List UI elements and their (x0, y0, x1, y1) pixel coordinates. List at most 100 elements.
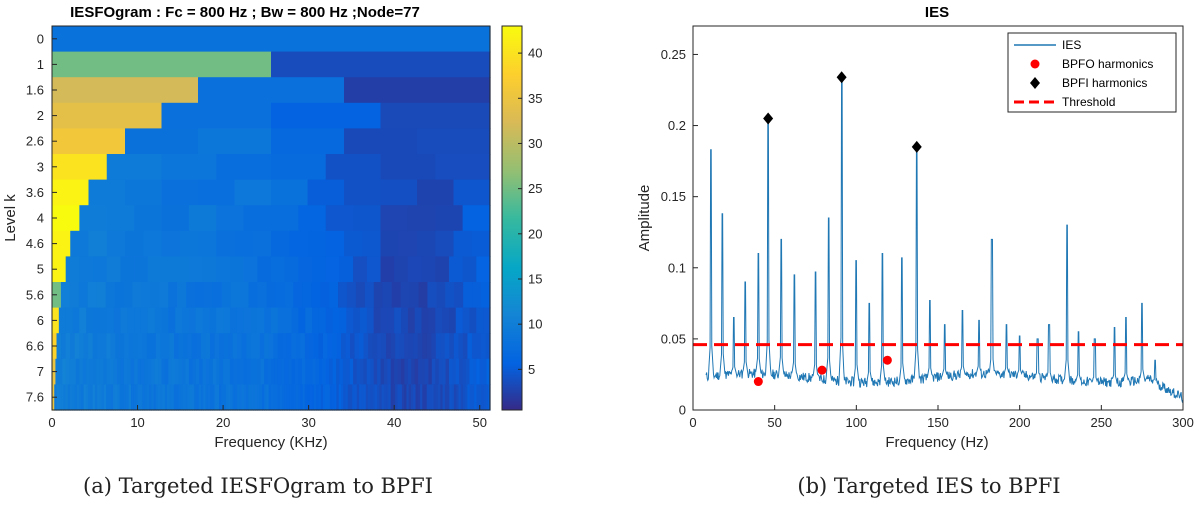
heatmap-cell (264, 358, 269, 385)
heatmap-cell (120, 307, 128, 334)
heatmap-cell (480, 333, 487, 360)
heatmap-cell (406, 384, 410, 411)
heatmap-cell (99, 384, 103, 411)
heatmap-cell (343, 384, 347, 411)
heatmap-cell (144, 384, 148, 411)
heatmap-cell (221, 384, 225, 411)
heatmap-cell (410, 384, 414, 411)
heatmap-cells (52, 26, 491, 411)
heatmap-cell (436, 282, 446, 309)
heatmap-cell (271, 179, 309, 206)
heatmap-cell (345, 333, 351, 360)
heatmap-cell (395, 384, 399, 411)
heatmap-cell (191, 384, 195, 411)
heatmap-cell (417, 128, 491, 155)
heatmap-cell (465, 384, 469, 411)
heatmap-cell (52, 179, 90, 206)
heatmap-cell (189, 384, 193, 411)
heatmap-cell (479, 358, 484, 385)
heatmap-cell (257, 358, 262, 385)
heatmap-cell (476, 256, 491, 283)
heatmap-cell (336, 358, 341, 385)
heatmap-cell (78, 282, 89, 309)
heatmap-cell (210, 333, 216, 360)
heatmap-cell (237, 384, 240, 411)
heatmap-cell (311, 384, 315, 411)
heatmap-cell (52, 256, 67, 283)
heatmap-cell (354, 384, 358, 411)
heatmap-cell (417, 333, 423, 360)
heatmap-cell (338, 384, 342, 411)
heatmap-cell (187, 384, 191, 411)
heatmap-cell (275, 384, 279, 411)
bpfi-markers (763, 71, 922, 153)
heatmap-cell (356, 384, 360, 411)
heatmap-cell (421, 358, 426, 385)
heatmap-cell (462, 333, 469, 360)
heatmap-cell (431, 333, 437, 360)
heatmap-cell (106, 256, 122, 283)
heatmap-cell (329, 358, 334, 385)
heatmap-cell (282, 384, 286, 411)
heatmap-y-tick-label: 2 (37, 108, 44, 123)
heatmap-cell (308, 358, 313, 385)
heatmap-cell (305, 307, 313, 334)
heatmap-cell (453, 384, 457, 411)
heatmap-cell (119, 384, 123, 411)
heatmap-cell (106, 333, 112, 360)
heatmap-cell (128, 384, 132, 411)
heatmap-cell (74, 333, 80, 360)
heatmap-cell (161, 256, 176, 283)
heatmap-cell (161, 307, 169, 334)
heatmap-cell (255, 384, 259, 411)
heatmap-cell (476, 384, 480, 411)
heatmap-cell (372, 333, 378, 360)
heatmap-cell (462, 256, 477, 283)
heatmap-cell (346, 358, 351, 385)
heatmap-cell (422, 384, 426, 411)
heatmap-cell (127, 358, 132, 385)
heatmap-cell (178, 384, 182, 411)
heatmap-cell (474, 384, 478, 411)
heatmap-cell (380, 154, 436, 181)
heatmap-cell (448, 256, 464, 283)
heatmap-cell (135, 384, 139, 411)
heatmap-cell (234, 384, 238, 411)
heatmap-cell (56, 333, 62, 360)
heatmap-cell (191, 333, 198, 360)
heatmap-cell (216, 256, 231, 283)
heatmap-cell (284, 307, 293, 334)
heatmap-y-label: Level k (2, 194, 19, 242)
heatmap-cell (168, 307, 176, 334)
heatmap-cell (415, 384, 419, 411)
heatmap-cell (353, 307, 361, 334)
caption-b: (b) Targeted IES to BPFI (797, 474, 1060, 498)
heatmap-cell (448, 358, 453, 385)
heatmap-cell (93, 307, 101, 334)
heatmap-cell (106, 384, 110, 411)
heatmap-cell (120, 256, 135, 283)
heatmap-cell (72, 307, 80, 334)
heatmap-cell (88, 333, 94, 360)
legend-box (1007, 32, 1177, 113)
heatmap-cell (377, 358, 382, 385)
colorbar (501, 25, 523, 411)
heatmap-cell (261, 384, 265, 411)
heatmap-cell (386, 384, 389, 411)
heatmap-cell (257, 256, 272, 283)
heatmap-cell (401, 358, 406, 385)
heatmap-cell (315, 358, 320, 385)
heatmap-cell (216, 358, 221, 385)
heatmap-cell (94, 384, 98, 411)
heatmap-cell (370, 384, 374, 411)
heatmap-cell (280, 384, 283, 411)
heatmap-cell (298, 307, 306, 334)
heatmap-cell (387, 358, 392, 385)
heatmap-cell (370, 358, 375, 385)
heatmap-cell (359, 307, 368, 334)
heatmap-cell (205, 358, 210, 385)
heatmap-cell (106, 154, 163, 181)
heatmap-cell (106, 307, 115, 334)
heatmap-cell (362, 230, 382, 257)
heatmap-cell (151, 384, 155, 411)
